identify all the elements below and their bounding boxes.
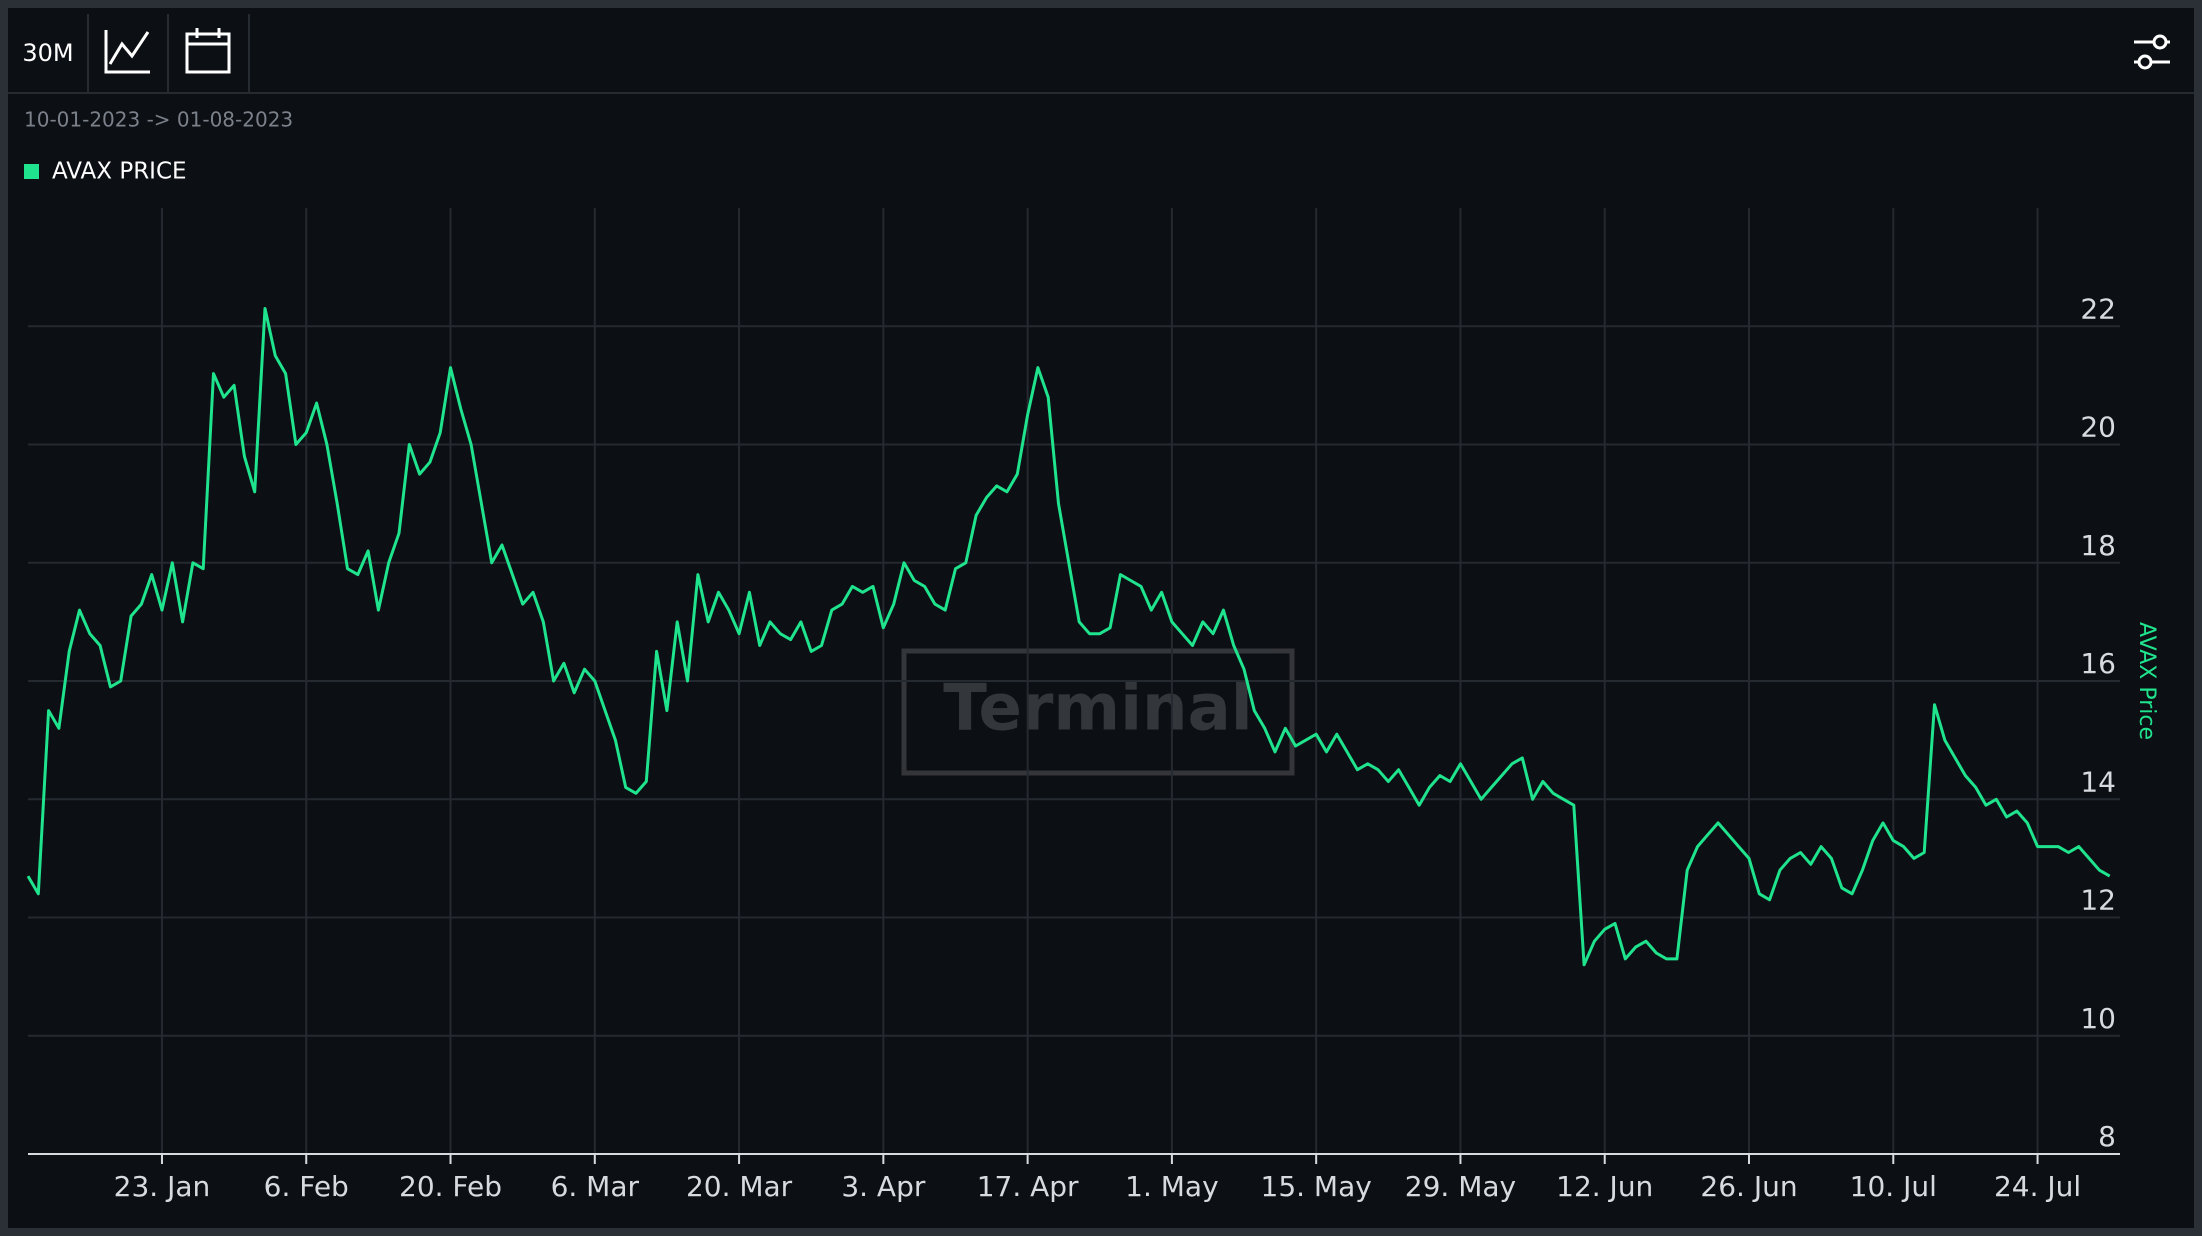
calendar-button[interactable] — [185, 28, 231, 74]
x-tick-label: 20. Mar — [686, 1170, 793, 1203]
x-tick-label: 12. Jun — [1556, 1170, 1653, 1203]
x-tick-label: 6. Feb — [264, 1170, 349, 1203]
x-tick-label: 17. Apr — [977, 1170, 1079, 1203]
legend-label: AVAX PRICE — [52, 159, 187, 185]
x-tick-label: 3. Apr — [841, 1170, 926, 1203]
watermark-frame — [901, 648, 1295, 776]
x-tick-label: 24. Jul — [1994, 1170, 2081, 1203]
chart-icon-axes — [104, 30, 150, 74]
y-tick-label: 8 — [2098, 1120, 2116, 1153]
y-tick-label: 18 — [2080, 529, 2116, 562]
interval-label: 30M — [22, 39, 73, 67]
x-tick-label: 26. Jun — [1700, 1170, 1797, 1203]
y-tick-label: 10 — [2080, 1002, 2116, 1035]
legend-swatch — [24, 164, 39, 179]
plot: 8 10 12 14 16 18 20 22 23. Jan 6. Feb 20. Feb 6. Ma… — [26, 208, 2120, 1203]
watermark-text: Terminal — [943, 672, 1252, 746]
y-tick-label: 12 — [2080, 884, 2116, 917]
watermark: Terminal — [901, 648, 1295, 776]
y-tick-label: 22 — [2080, 292, 2116, 325]
y-tick-label: 20 — [2080, 411, 2116, 444]
x-tick-label: 23. Jan — [114, 1170, 211, 1203]
chart-icon-line — [108, 31, 150, 65]
settings-icon-knob — [2137, 54, 2153, 70]
x-tick-label: 15. May — [1261, 1170, 1372, 1203]
date-range: 10-01-2023 -> 01-08-2023 — [24, 108, 293, 132]
x-tick-label: 10. Jul — [1850, 1170, 1937, 1203]
x-tick-label: 29. May — [1405, 1170, 1516, 1203]
panel — [8, 8, 2194, 1228]
x-tick-label: 1. May — [1125, 1170, 1219, 1203]
x-tick-label: 20. Feb — [399, 1170, 502, 1203]
price-line — [26, 307, 2111, 967]
settings-button[interactable] — [2134, 34, 2170, 70]
legend: AVAX PRICE — [24, 159, 187, 185]
y-axis-label: AVAX Price — [2134, 622, 2159, 740]
calendar-icon-lines — [187, 28, 229, 46]
settings-icon-knob — [2152, 34, 2168, 50]
chart-type-button[interactable] — [104, 30, 150, 74]
y-tick-label: 14 — [2080, 765, 2116, 798]
y-tick-label: 16 — [2080, 647, 2116, 680]
interval-button[interactable]: 30M — [22, 39, 73, 67]
x-tick-label: 6. Mar — [551, 1170, 640, 1203]
calendar-icon-body — [185, 32, 231, 74]
